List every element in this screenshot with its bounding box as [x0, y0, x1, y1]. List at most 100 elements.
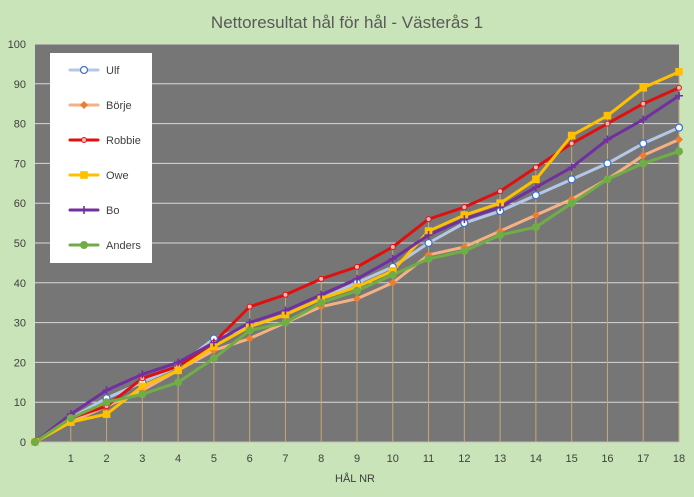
- legend-label-bo: Bo: [106, 205, 119, 217]
- data-point-robbie: [568, 140, 575, 147]
- series-markers: [30, 68, 684, 447]
- x-axis-label: HÅL NR: [335, 472, 375, 485]
- x-tick-label: 9: [354, 453, 360, 465]
- data-point-anders: [388, 270, 397, 279]
- data-point-bo: [174, 358, 183, 367]
- y-tick-label: 20: [14, 357, 26, 369]
- data-point-robbie: [246, 303, 253, 310]
- y-tick-label: 80: [14, 119, 26, 131]
- data-point-anders: [675, 147, 683, 156]
- data-point-anders: [496, 231, 505, 240]
- data-point-owe: [532, 175, 540, 184]
- x-tick-label: 8: [318, 453, 324, 465]
- x-tick-label: 7: [282, 453, 288, 465]
- data-point-anders: [353, 286, 361, 295]
- data-point-ulf: [603, 159, 612, 168]
- data-point-robbie: [282, 291, 289, 298]
- legend-marker-anders: [80, 241, 88, 249]
- data-point-bo: [388, 254, 397, 263]
- data-point-ulf: [424, 238, 433, 248]
- data-point-owe: [174, 366, 182, 375]
- legend-marker-owe: [80, 171, 88, 179]
- data-point-anders: [138, 390, 147, 399]
- x-tick-label: 1: [68, 453, 74, 465]
- data-point-ulf: [567, 175, 576, 184]
- data-point-anders: [66, 414, 75, 423]
- data-point-b-rje: [639, 151, 648, 160]
- data-point-anders: [245, 326, 254, 335]
- x-tick-label: 13: [494, 453, 506, 465]
- x-tick-label: 17: [637, 453, 649, 465]
- data-point-bo: [496, 203, 505, 212]
- data-point-robbie: [640, 100, 647, 107]
- data-point-anders: [174, 378, 183, 387]
- data-point-bo: [102, 386, 111, 395]
- data-point-anders: [209, 354, 218, 363]
- y-tick-label: 0: [20, 437, 26, 449]
- legend-marker-bo: [80, 206, 88, 214]
- data-point-robbie: [425, 216, 432, 223]
- legend-label-ulf: Ulf: [106, 65, 120, 77]
- x-tick-label: 2: [103, 453, 109, 465]
- data-point-robbie: [461, 204, 468, 211]
- data-point-anders: [460, 246, 469, 255]
- data-point-owe: [138, 382, 147, 391]
- data-point-bo: [353, 274, 361, 283]
- data-point-bo: [603, 135, 612, 144]
- data-point-anders: [424, 254, 433, 263]
- x-tick-label: 4: [175, 453, 181, 465]
- x-tick-label: 3: [139, 453, 145, 465]
- data-point-bo: [138, 370, 147, 379]
- chart-title: Nettoresultat hål för hål - Västerås 1: [211, 13, 483, 32]
- data-point-bo: [567, 163, 576, 172]
- y-tick-label: 100: [8, 39, 26, 51]
- legend-box: [50, 53, 152, 263]
- data-point-robbie: [318, 275, 325, 282]
- x-tick-label: 14: [530, 453, 542, 465]
- x-tick-label: 6: [247, 453, 253, 465]
- data-point-anders: [102, 398, 111, 407]
- data-point-bo: [675, 91, 683, 100]
- x-axis: 1 2 3 4 5 6 7 8 9 10 11 12 13 14 15 16 17 18: [68, 453, 685, 465]
- data-point-bo: [639, 115, 648, 124]
- y-tick-label: 60: [14, 198, 26, 210]
- y-tick-label: 50: [14, 238, 26, 250]
- data-point-anders: [603, 175, 612, 184]
- x-tick-label: 5: [211, 453, 217, 465]
- y-tick-label: 40: [14, 278, 26, 290]
- legend-marker-b-rje: [80, 101, 88, 109]
- x-tick-label: 16: [601, 453, 613, 465]
- data-point-b-rje: [531, 211, 540, 220]
- data-point-owe: [675, 68, 683, 76]
- data-point-ulf: [674, 123, 684, 132]
- data-point-anders: [31, 438, 39, 446]
- data-point-robbie: [497, 188, 504, 195]
- data-point-bo: [460, 215, 469, 224]
- data-point-bo: [281, 306, 290, 315]
- data-point-robbie: [676, 84, 682, 91]
- data-point-ulf: [639, 139, 648, 148]
- legend: Ulf Börje Robbie Owe Bo Anders: [50, 53, 152, 263]
- data-point-owe: [567, 131, 576, 140]
- x-tick-label: 12: [458, 453, 470, 465]
- data-point-owe: [102, 410, 111, 418]
- y-tick-label: 30: [14, 318, 26, 330]
- y-axis: 0 10 20 30 40 50 60 70 80 90 100: [8, 39, 26, 449]
- data-point-bo: [424, 231, 433, 240]
- data-point-robbie: [389, 243, 396, 250]
- x-tick-label: 10: [387, 453, 399, 465]
- data-point-b-rje: [353, 294, 361, 303]
- data-point-owe: [603, 111, 612, 120]
- y-tick-label: 10: [14, 397, 26, 409]
- x-tick-label: 18: [673, 453, 685, 465]
- data-point-bo: [245, 318, 254, 327]
- legend-marker-robbie: [81, 137, 87, 143]
- x-tick-label: 15: [566, 453, 578, 465]
- legend-label-b-rje: Börje: [106, 100, 132, 112]
- x-tick-label: 11: [423, 453, 434, 465]
- y-tick-label: 70: [14, 158, 26, 170]
- legend-marker-ulf: [79, 65, 89, 75]
- data-point-robbie: [532, 164, 539, 171]
